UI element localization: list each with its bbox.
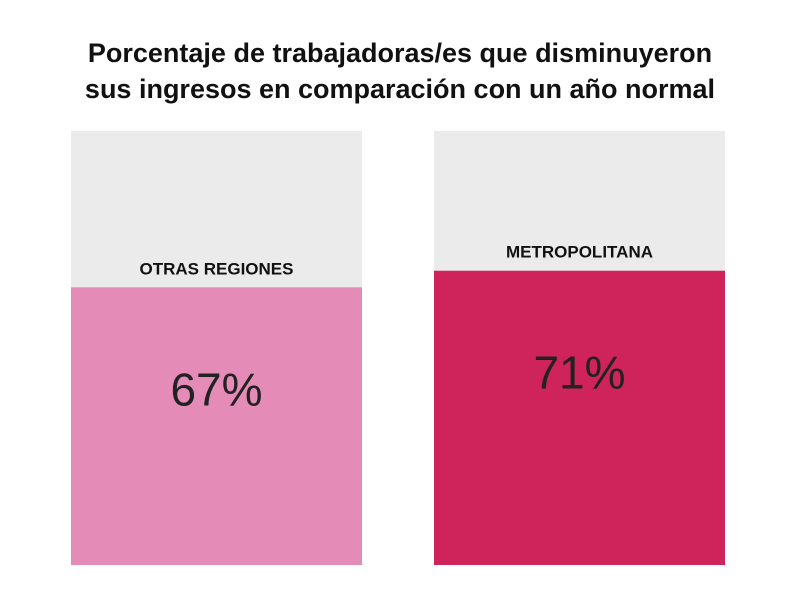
value-label: 71% bbox=[533, 347, 625, 399]
chart-title: Porcentaje de trabajadoras/es que dismin… bbox=[0, 35, 800, 107]
bar bbox=[71, 287, 362, 565]
category-label: OTRAS REGIONES bbox=[140, 259, 294, 278]
category-label: METROPOLITANA bbox=[506, 243, 653, 262]
value-label: 67% bbox=[170, 363, 262, 415]
bar bbox=[434, 270, 725, 565]
chart-title-line-1: Porcentaje de trabajadoras/es que dismin… bbox=[87, 38, 713, 68]
chart-title-line-2: sus ingresos en comparación con un año n… bbox=[84, 74, 716, 104]
